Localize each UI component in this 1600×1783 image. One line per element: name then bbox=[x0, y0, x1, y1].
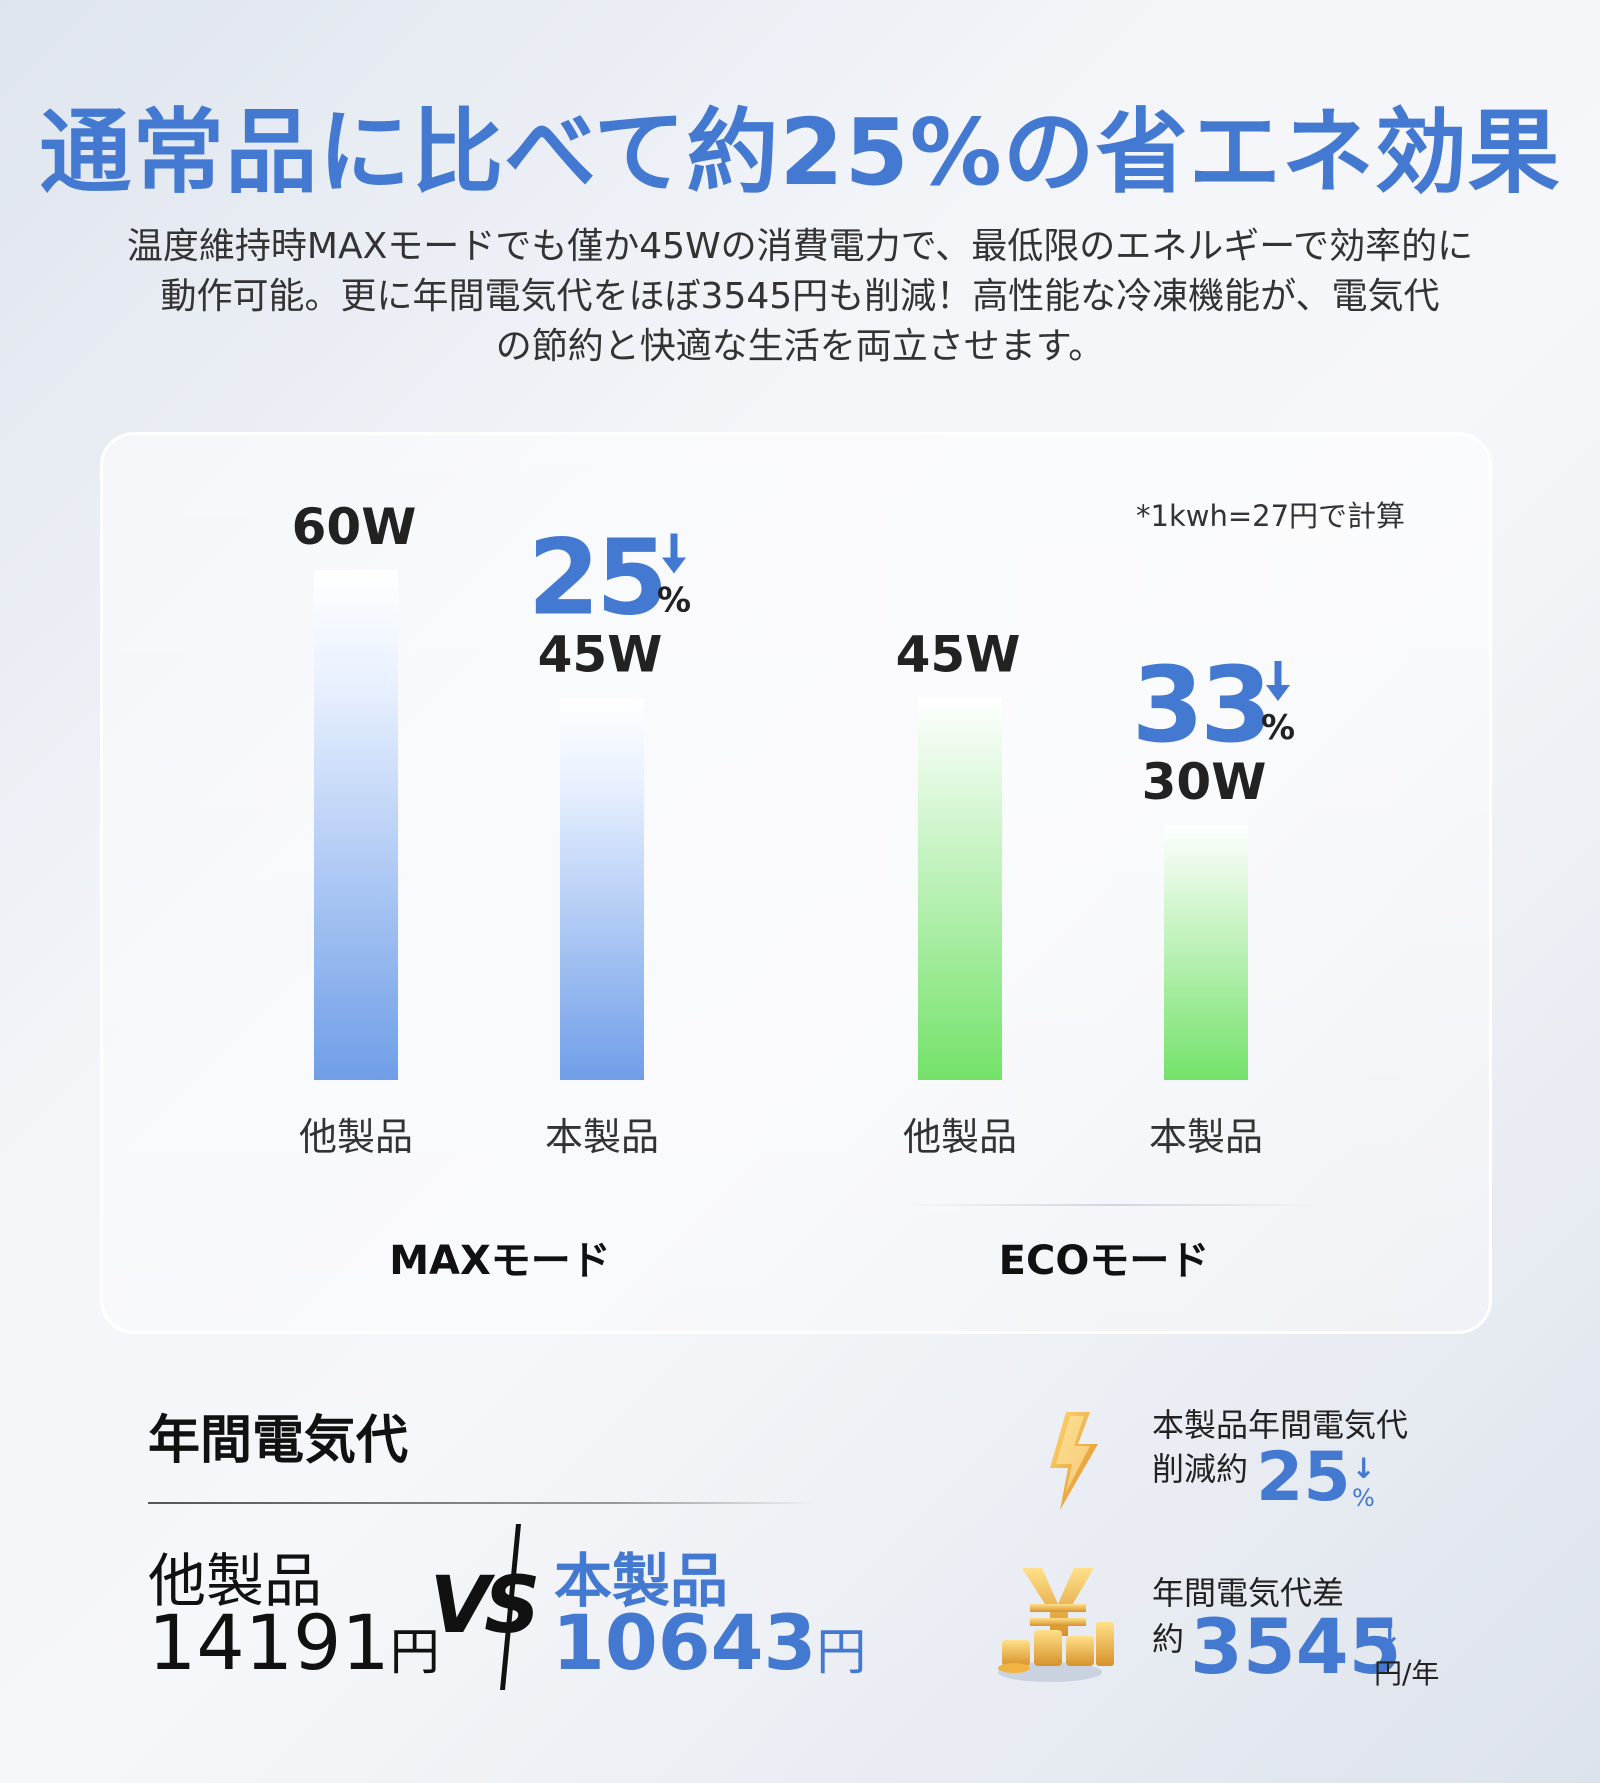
chart-note: *1kwh=27円で計算 bbox=[1136, 499, 1405, 533]
reduction-unit-0: % bbox=[657, 581, 691, 621]
reduction-value-0: 25 bbox=[528, 517, 665, 639]
vs-icon: VS bbox=[430, 1524, 542, 1690]
description-line-2: 動作可能。更に年間電気代をほぼ3545円も削減！高性能な冷凍機能が、電気代 bbox=[160, 276, 1440, 317]
side-item2-unit: 円/年 bbox=[1374, 1657, 1440, 1690]
reduction-unit-1: % bbox=[1261, 708, 1295, 748]
group-label-eco: ECOモード bbox=[999, 1238, 1210, 1284]
annual-cost-title: 年間電気代 bbox=[148, 1411, 409, 1471]
bar-value-label-0-1: 45W bbox=[538, 626, 663, 684]
bar-category-label-1-0: 他製品 bbox=[903, 1115, 1017, 1159]
side-item2-line2: 約 bbox=[1152, 1620, 1185, 1658]
side-item1-unit: % bbox=[1352, 1484, 1375, 1512]
description: 温度維持時MAXモードでも僅か45Wの消費電力で、最低限のエネルギーで効率的に … bbox=[60, 222, 1540, 372]
side-item1-line2: 削減約 bbox=[1152, 1450, 1249, 1488]
yen-coins-icon bbox=[998, 1568, 1114, 1682]
side-item1-value: 25 bbox=[1256, 1438, 1351, 1517]
bar-category-label-0-1: 本製品 bbox=[545, 1115, 659, 1159]
other-price-unit: 円 bbox=[389, 1623, 440, 1681]
lightning-bolt-icon bbox=[1050, 1412, 1098, 1510]
side-item1-arrow-icon: ↓ bbox=[1352, 1452, 1376, 1485]
group-label-max: MAXモード bbox=[389, 1238, 611, 1284]
bar-value-label-1-0: 45W bbox=[896, 626, 1021, 684]
side-item2-arrow-icon: ↓ bbox=[1378, 1618, 1402, 1651]
annual-divider bbox=[148, 1502, 818, 1504]
bar-value-label-1-1: 30W bbox=[1142, 753, 1267, 811]
description-line-1: 温度維持時MAXモードでも僅か45Wの消費電力で、最低限のエネルギーで効率的に bbox=[126, 226, 1474, 267]
this-price-value: 10643 bbox=[552, 1598, 817, 1687]
bar-category-label-1-1: 本製品 bbox=[1149, 1115, 1263, 1159]
this-price-unit: 円 bbox=[816, 1623, 867, 1681]
headline: 通常品に比べて約25%の省エネ効果 bbox=[39, 99, 1561, 206]
side-item2-value: 3545 bbox=[1190, 1602, 1402, 1691]
side-item2-line1: 年間電気代差 bbox=[1152, 1574, 1345, 1612]
this-product-price: 10643円 bbox=[552, 1598, 866, 1687]
other-product-price: 14191円 bbox=[148, 1598, 440, 1687]
bar-1-1 bbox=[1164, 825, 1248, 1080]
description-line-3: の節約と快適な生活を両立させます。 bbox=[495, 326, 1105, 367]
down-arrow-head-icon-1 bbox=[1266, 685, 1290, 701]
vs-label: VS bbox=[430, 1561, 536, 1651]
bar-0-1 bbox=[560, 697, 644, 1080]
eco-separator bbox=[905, 1204, 1325, 1206]
bar-category-label-0-0: 他製品 bbox=[299, 1115, 413, 1159]
bar-1-0 bbox=[918, 697, 1002, 1080]
this-product-label: 本製品 bbox=[554, 1547, 729, 1615]
bar-value-label-0-0: 60W bbox=[292, 498, 417, 556]
other-price-value: 14191 bbox=[148, 1598, 390, 1687]
other-product-label: 他製品 bbox=[148, 1547, 323, 1615]
reduction-value-1: 33 bbox=[1132, 644, 1269, 766]
bar-0-0 bbox=[314, 570, 398, 1080]
side-item1-line1: 本製品年間電気代 bbox=[1152, 1406, 1409, 1444]
down-arrow-head-icon-0 bbox=[662, 557, 686, 574]
